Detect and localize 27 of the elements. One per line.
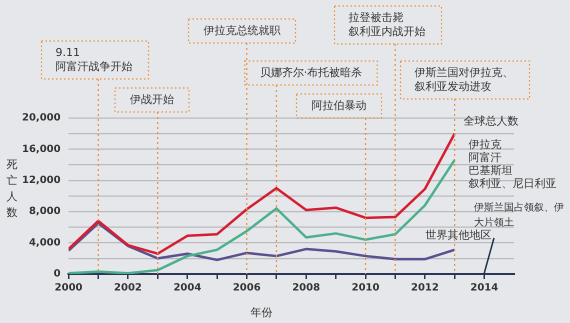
y-axis-title: 死亡人数 [6, 158, 18, 219]
x-tick-label: 2002 [114, 282, 142, 294]
ref-line-label: 阿拉伯暴动 [312, 98, 366, 112]
x-axis-title: 年份 [250, 306, 272, 319]
x-tick-label: 2010 [352, 282, 380, 294]
y-tick-label: 12,000 [22, 174, 61, 186]
x-tick-label: 2004 [173, 282, 202, 294]
ref-line-label: 9.11 阿富汗战争开始 [56, 46, 132, 73]
series-label: 伊拉克阿富汗巴基斯坦叙利亚、尼日利亚 [468, 138, 557, 190]
ref-line-label: 贝娜齐尔·布托被暗杀 [260, 66, 362, 79]
x-tick-label: 2006 [232, 282, 261, 294]
annotation: 伊斯兰国占领叙、伊大片领土 [474, 202, 564, 229]
ref-line-label: 拉登被击毙叙利亚内战开始 [348, 10, 426, 38]
ref-line-label: 伊拉克总统就职 [204, 24, 280, 37]
y-tick-label: 0 [54, 268, 61, 280]
y-tick-label: 8,000 [28, 206, 61, 218]
series-label: 全球总人数 [464, 114, 519, 128]
y-tick-label: 20,000 [22, 112, 61, 124]
y-tick-label: 16,000 [22, 144, 61, 155]
x-tick-label: 2014 [470, 282, 498, 294]
x-tick-label: 2012 [410, 282, 439, 294]
ref-line-label: 伊战开始 [130, 92, 174, 106]
y-tick-label: 4,000 [28, 237, 61, 248]
x-tick-label: 2008 [292, 282, 320, 294]
series-label: 世界其他地区 [426, 228, 492, 242]
x-tick-label: 2000 [54, 282, 83, 294]
ref-line-label: 伊斯兰国对伊拉克、叙利亚发动进攻 [414, 66, 514, 93]
